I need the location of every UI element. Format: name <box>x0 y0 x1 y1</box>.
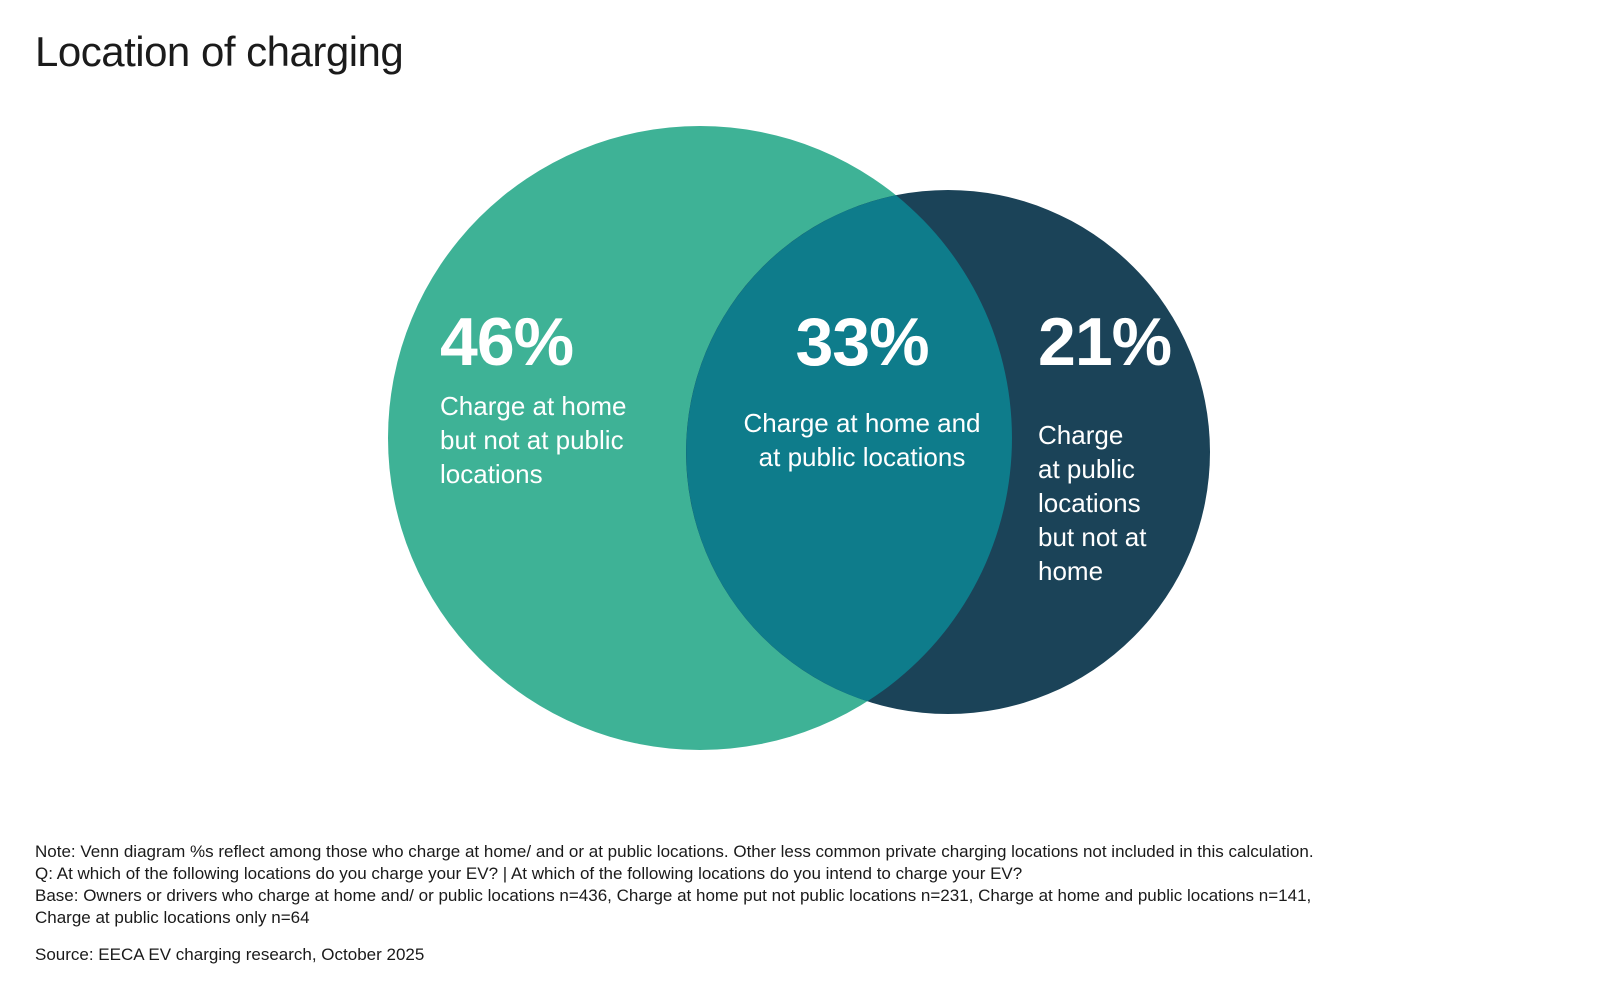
stat-public-only-value: 21% <box>1038 304 1172 380</box>
source-line: Source: EECA EV charging research, Octob… <box>35 945 425 964</box>
page-title: Location of charging <box>35 28 404 75</box>
footnote-question-line: Q: At which of the following locations d… <box>35 864 1023 883</box>
label-line: home <box>1038 556 1104 586</box>
stat-home-only: 46% Charge at home but not at public loc… <box>440 308 626 491</box>
stat-both-locations-label: Charge at home and at public locations <box>702 406 1022 474</box>
stat-home-only-label: Charge at home but not at public locatio… <box>440 389 626 491</box>
label-line: Charge <box>1038 420 1124 450</box>
label-line: Charge at home and <box>743 408 981 438</box>
footnotes: Note: Venn diagram %s reflect among thos… <box>35 841 1314 929</box>
label-line: Charge at home <box>440 391 627 421</box>
label-line: at public locations <box>758 442 966 472</box>
stat-home-only-value: 46% <box>440 304 574 380</box>
label-line: but not at public <box>440 425 624 455</box>
label-line: but not at <box>1038 522 1147 552</box>
footnote-note-line: Note: Venn diagram %s reflect among thos… <box>35 842 1314 861</box>
footnote-base-line-2: Charge at public locations only n=64 <box>35 908 310 927</box>
stat-public-only: 21% Charge at public locations but not a… <box>1038 304 1172 588</box>
stat-both-locations-value: 33% <box>795 304 929 380</box>
venn-overlap-region <box>686 195 1012 702</box>
footnote-base-line: Base: Owners or drivers who charge at ho… <box>35 886 1312 905</box>
label-line: locations <box>1038 488 1141 518</box>
stat-public-only-label: Charge at public locations but not at ho… <box>1038 418 1171 588</box>
label-line: at public <box>1038 454 1135 484</box>
stat-both-locations: 33% Charge at home and at public locatio… <box>702 308 1022 474</box>
label-line: locations <box>440 459 543 489</box>
